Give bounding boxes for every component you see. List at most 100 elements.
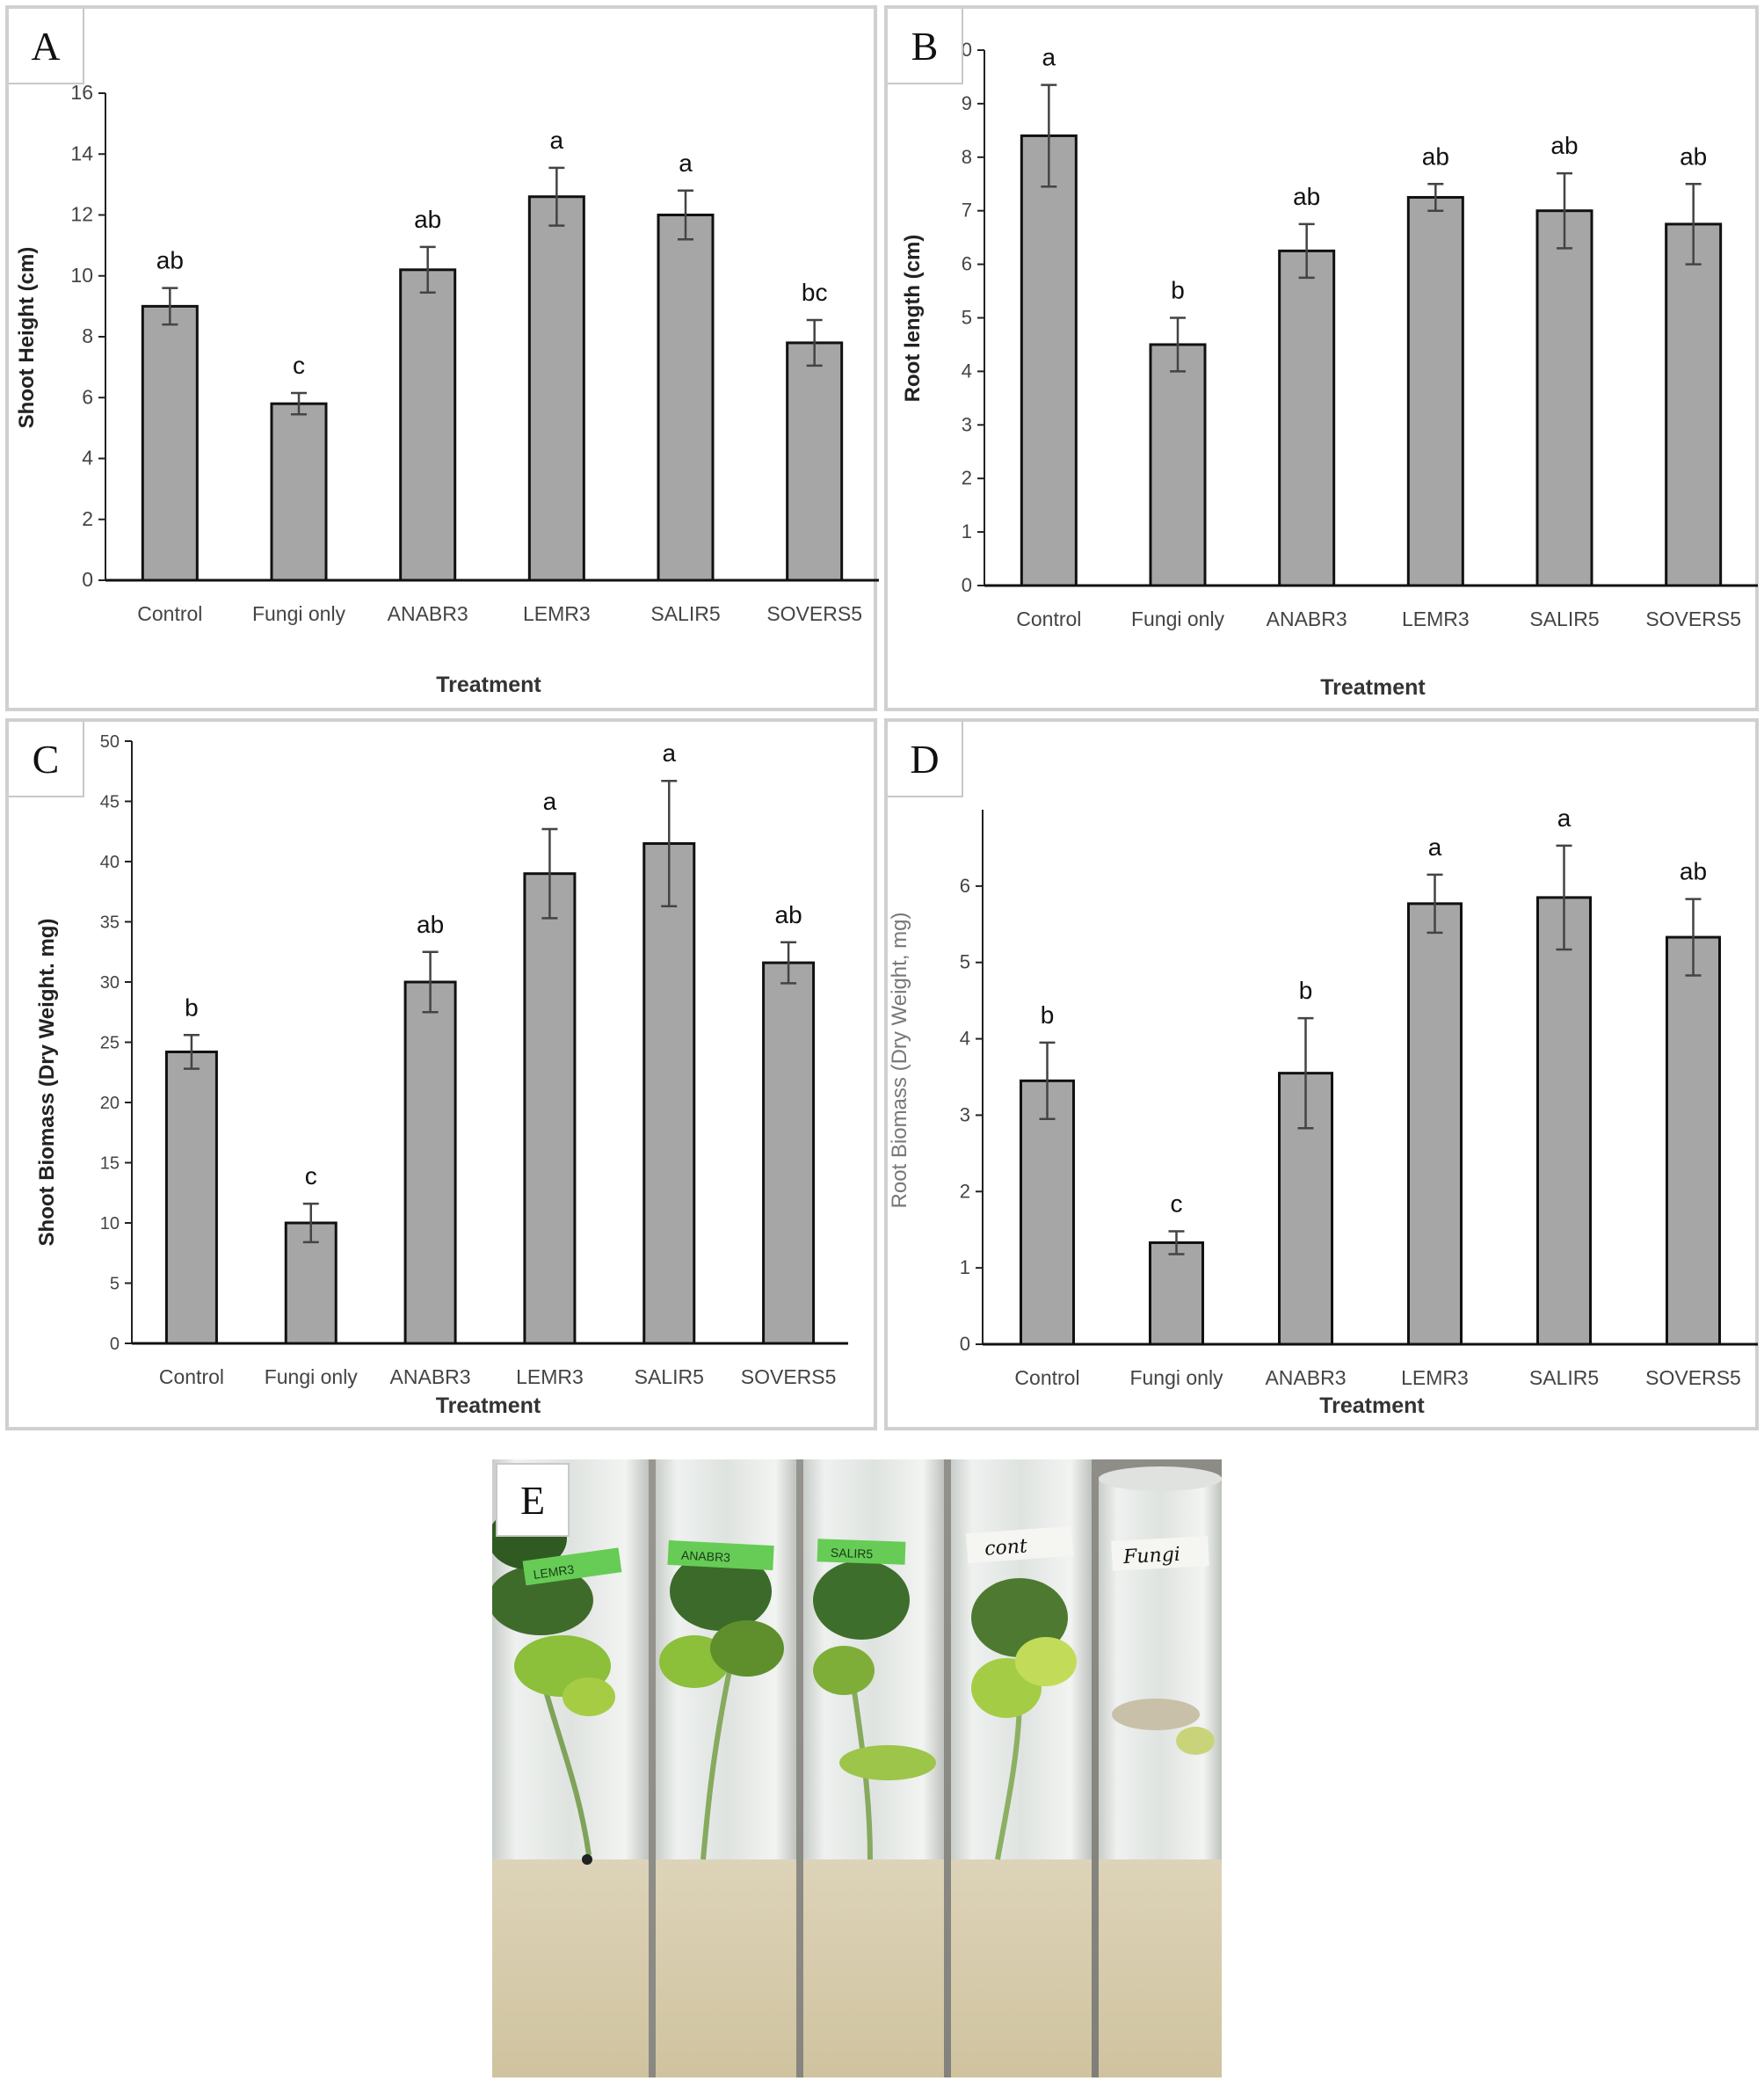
category-label-b-1: Fungi only bbox=[1131, 608, 1225, 630]
y-tick-label-d: 4 bbox=[960, 1028, 970, 1050]
significance-letter-a-2: ab bbox=[414, 206, 441, 233]
category-label-d-1: Fungi only bbox=[1129, 1366, 1223, 1389]
significance-letter-c-1: c bbox=[305, 1162, 317, 1190]
category-label-b-2: ANABR3 bbox=[1267, 608, 1347, 630]
panel-letter-d: D bbox=[888, 722, 963, 797]
category-label-c-0: Control bbox=[159, 1365, 224, 1388]
category-label-a-4: SALIR5 bbox=[650, 602, 720, 625]
significance-letter-c-4: a bbox=[662, 739, 676, 767]
tube-label-fungi: Fungi bbox=[1122, 1544, 1181, 1568]
y-tick-label-a: 12 bbox=[70, 203, 93, 226]
panel-letter-b: B bbox=[888, 9, 963, 84]
y-axis-title-a: Shoot Height (cm) bbox=[15, 247, 39, 429]
y-tick-label-c: 10 bbox=[100, 1214, 120, 1233]
y-tick-label-d: 3 bbox=[960, 1103, 970, 1125]
y-tick-label-a: 4 bbox=[82, 447, 93, 469]
chart-c-svg: 0 5 10 15 20 25 30 35 40 45 50 b Control c Fungi only a… bbox=[35, 732, 848, 1418]
category-label-d-3: LEMR3 bbox=[1401, 1366, 1469, 1389]
category-label-c-2: ANABR3 bbox=[390, 1365, 471, 1388]
x-axis-title-c: Treatment bbox=[436, 1393, 541, 1418]
bar-b-2 bbox=[1278, 249, 1336, 587]
category-label-d-0: Control bbox=[1014, 1366, 1079, 1389]
significance-letter-a-4: a bbox=[679, 149, 693, 177]
category-label-b-5: SOVERS5 bbox=[1645, 608, 1741, 630]
y-tick-label-b: 4 bbox=[962, 360, 972, 382]
chart-a-svg: 0 2 4 6 8 10 12 14 16 ab Control c Fungi only ab ANABR… bbox=[15, 81, 879, 697]
y-tick-label-a: 6 bbox=[82, 385, 93, 408]
y-tick-label-c: 25 bbox=[100, 1034, 120, 1053]
x-axis-title-b: Treatment bbox=[1320, 675, 1426, 700]
y-tick-label-c: 45 bbox=[100, 793, 120, 812]
y-tick-label-b: 6 bbox=[962, 253, 972, 275]
significance-letter-c-5: ab bbox=[775, 901, 802, 928]
bar-a-0 bbox=[141, 304, 199, 582]
y-tick-label-a: 16 bbox=[70, 81, 93, 104]
y-tick-label-c: 20 bbox=[100, 1094, 120, 1113]
tube-label-lemr3: LEMR3 bbox=[533, 1562, 576, 1582]
category-label-b-0: Control bbox=[1016, 608, 1081, 630]
significance-letter-b-2: ab bbox=[1293, 183, 1320, 210]
chart-d-svg: 0 1 2 3 4 5 6 b Control c Fungi only b ANABR3 a LEMR3 a… bbox=[888, 804, 1758, 1418]
tube-lemr3: LEMR3 bbox=[492, 1459, 649, 2077]
bar-d-3 bbox=[1407, 902, 1463, 1346]
y-tick-label-c: 30 bbox=[100, 973, 120, 993]
significance-letter-b-1: b bbox=[1171, 277, 1185, 304]
significance-letter-d-2: b bbox=[1299, 977, 1313, 1004]
significance-letter-a-3: a bbox=[550, 127, 564, 154]
photo-panel-e: E bbox=[492, 1459, 1222, 2077]
panel-letter-a: A bbox=[9, 9, 84, 84]
bar-a-1 bbox=[270, 402, 328, 582]
y-tick-label-b: 0 bbox=[962, 574, 972, 596]
tube-anabr3: ANABR3 bbox=[656, 1459, 796, 2077]
y-tick-label-b: 1 bbox=[962, 520, 972, 542]
y-tick-label-c: 35 bbox=[100, 913, 120, 933]
category-label-a-1: Fungi only bbox=[252, 602, 346, 625]
chart-b-svg: 012345678910aControlbFungi onlyabANABR3a… bbox=[901, 39, 1758, 700]
bar-a-4 bbox=[657, 214, 715, 582]
y-tick-label-a: 0 bbox=[82, 568, 93, 591]
y-axis-title-c: Shoot Biomass (Dry Weight. mg) bbox=[35, 919, 59, 1247]
tube-label-anabr3: ANABR3 bbox=[681, 1548, 731, 1565]
chart-panel-d: D 0 1 2 3 4 5 6 b Control c Fungi only b ANABR3 a LEMR… bbox=[884, 718, 1759, 1430]
y-tick-label-d: 0 bbox=[960, 1333, 970, 1355]
category-label-c-4: SALIR5 bbox=[635, 1365, 704, 1388]
y-tick-label-a: 14 bbox=[70, 142, 93, 164]
significance-letter-b-5: ab bbox=[1680, 142, 1707, 170]
bar-d-5 bbox=[1666, 935, 1721, 1346]
y-tick-label-a: 10 bbox=[70, 264, 93, 287]
y-axis-title-b: Root length (cm) bbox=[901, 235, 925, 403]
y-tick-label-d: 1 bbox=[960, 1256, 970, 1278]
panel-letter-c: C bbox=[9, 722, 84, 797]
bar-c-0 bbox=[164, 1050, 218, 1345]
y-tick-label-c: 5 bbox=[110, 1275, 120, 1294]
significance-letter-a-1: c bbox=[293, 352, 305, 379]
significance-letter-b-4: ab bbox=[1550, 132, 1578, 159]
bar-b-4 bbox=[1535, 209, 1593, 587]
significance-letter-d-3: a bbox=[1428, 833, 1442, 861]
category-label-a-0: Control bbox=[137, 602, 202, 625]
significance-letter-b-3: ab bbox=[1422, 142, 1449, 170]
tube-label-cont: cont bbox=[984, 1535, 1027, 1560]
y-tick-label-b: 7 bbox=[962, 200, 972, 222]
category-label-b-4: SALIR5 bbox=[1529, 608, 1599, 630]
significance-letter-a-0: ab bbox=[156, 247, 184, 274]
category-label-c-5: SOVERS5 bbox=[741, 1365, 837, 1388]
category-label-d-5: SOVERS5 bbox=[1645, 1366, 1741, 1389]
tube-label-salir5: SALIR5 bbox=[831, 1546, 874, 1561]
y-tick-label-d: 6 bbox=[960, 875, 970, 897]
category-label-d-2: ANABR3 bbox=[1265, 1366, 1346, 1389]
category-label-a-5: SOVERS5 bbox=[766, 602, 862, 625]
significance-letter-b-0: a bbox=[1042, 44, 1056, 71]
bar-b-5 bbox=[1665, 222, 1723, 587]
significance-letter-c-2: ab bbox=[417, 911, 444, 938]
bar-b-1 bbox=[1149, 343, 1207, 587]
y-axis-title-d: Root Biomass (Dry Weight, mg) bbox=[888, 913, 911, 1209]
y-tick-label-a: 2 bbox=[82, 507, 93, 530]
culture-tubes-photo: LEMR3 ANABR3 SALIR5 bbox=[492, 1459, 1222, 2077]
y-tick-label-c: 15 bbox=[100, 1154, 120, 1174]
category-label-b-3: LEMR3 bbox=[1402, 608, 1470, 630]
chart-panel-c: C 0 5 10 15 20 25 30 35 40 45 50 b Control c Fungi onl… bbox=[5, 718, 877, 1430]
y-tick-label-b: 8 bbox=[962, 146, 972, 168]
chart-panel-a: A 0 2 4 6 8 10 12 14 16 ab Control c Fungi only ab ANA… bbox=[5, 5, 879, 711]
significance-letter-c-3: a bbox=[543, 788, 557, 815]
